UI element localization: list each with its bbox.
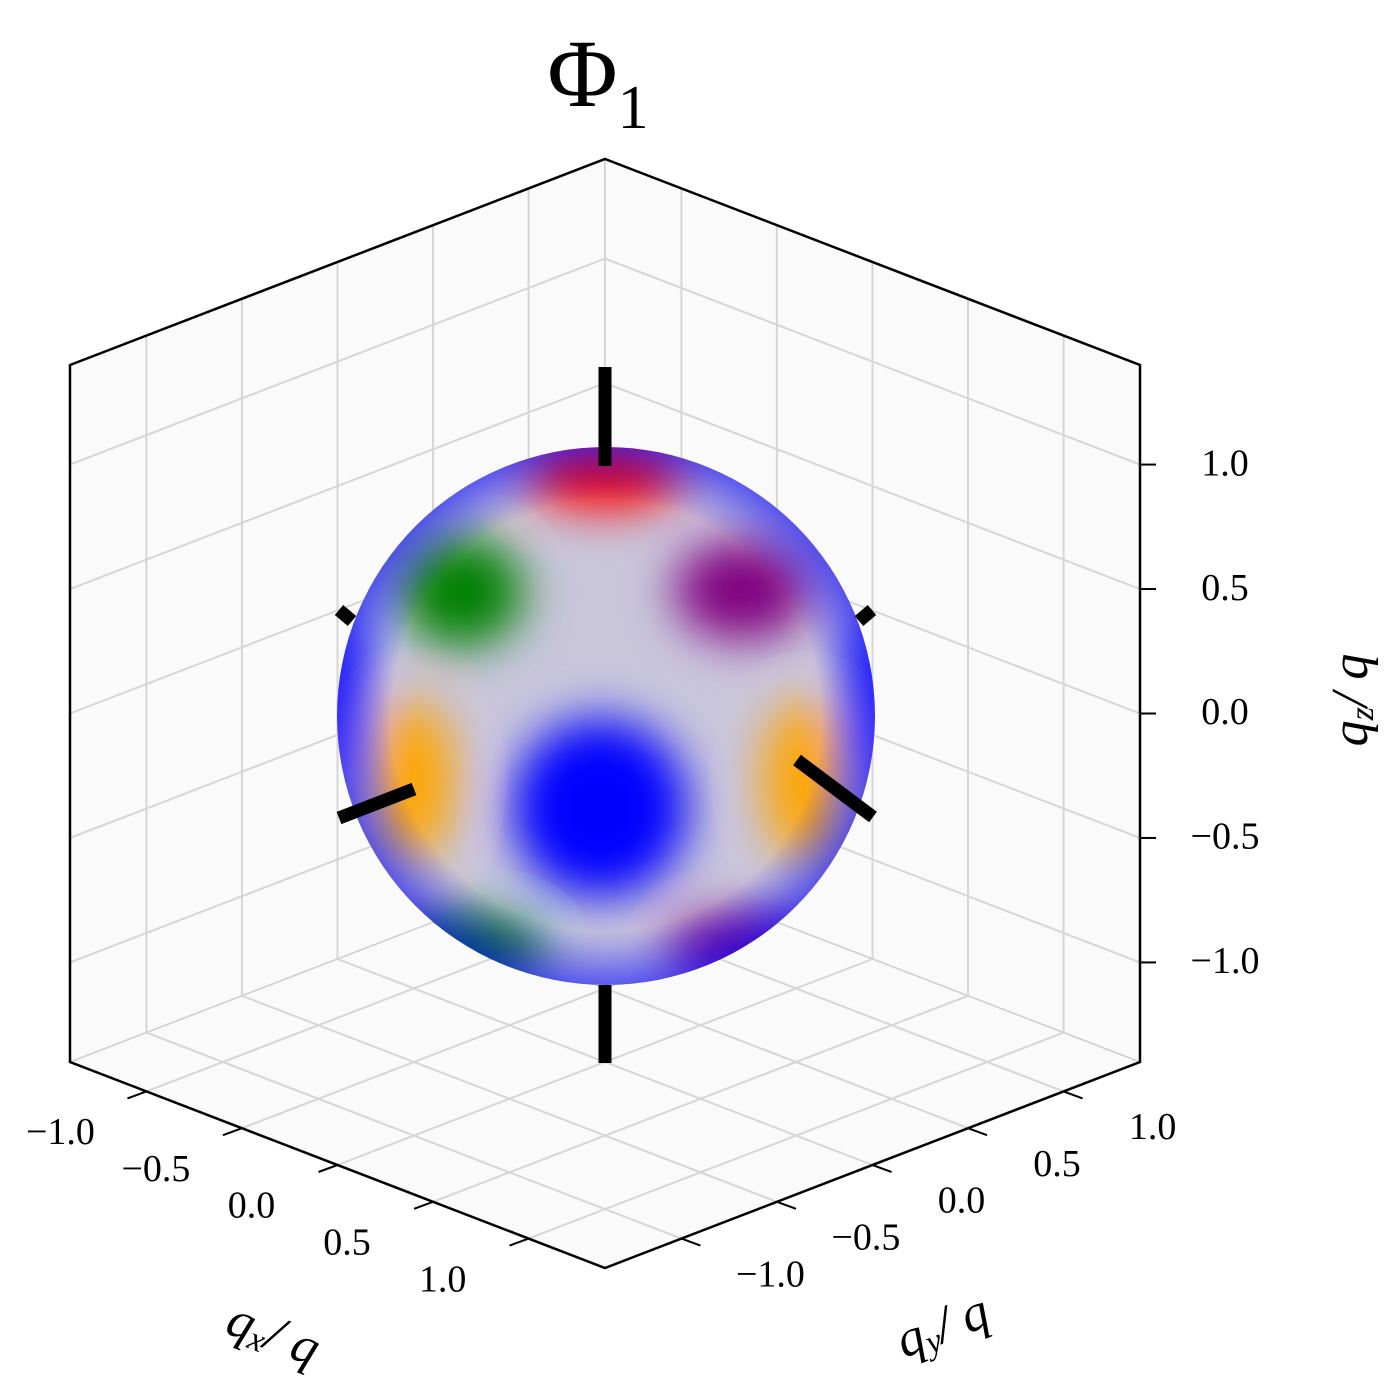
tick-mark — [967, 1127, 988, 1137]
tick-mark — [1063, 1090, 1083, 1100]
tick-mark — [872, 1164, 892, 1173]
grid-line — [604, 257, 1141, 466]
z-axis-label: qz/ q — [1322, 654, 1381, 747]
tick-mark — [776, 1200, 797, 1210]
y-tick-label: 1.0 — [1129, 1106, 1177, 1148]
tick-mark — [509, 1237, 529, 1247]
z-tick-label: 1.0 — [1201, 442, 1249, 484]
x-tick-label: 1.0 — [419, 1258, 467, 1300]
tick-mark — [318, 1164, 338, 1173]
y-tick-label: 0.5 — [1033, 1143, 1081, 1185]
z-tick-label: 0.0 — [1201, 691, 1249, 733]
title-sub: 1 — [618, 74, 649, 142]
y-tick-label: 0.0 — [938, 1180, 986, 1222]
tick-mark — [127, 1090, 147, 1100]
axes-frame — [68, 157, 1142, 1270]
ticks: −1.0 −0.5 0.0 0.5 1.0 −1.0 −0.5 0.0 0.5 1.0 −1.0 −0… — [26, 157, 1260, 1300]
z-tick-label: 0.5 — [1201, 567, 1249, 609]
y-tick-label: −0.5 — [831, 1217, 900, 1259]
grid-line — [69, 257, 606, 466]
y-axis-label: qy/ q — [888, 1282, 997, 1371]
x-tick-label: 0.0 — [228, 1185, 276, 1227]
tick-mark — [681, 1237, 701, 1247]
x-tick-label: 0.5 — [323, 1222, 371, 1264]
x-tick-label: −1.0 — [26, 1111, 95, 1153]
x-axis-label: qx/ q — [219, 1290, 328, 1379]
sphere — [337, 447, 875, 985]
z-label-sub: z — [1344, 707, 1381, 721]
grid-line — [604, 382, 1141, 590]
z-tick-label: −0.5 — [1191, 816, 1260, 858]
tick-mark — [222, 1127, 243, 1137]
grid-line — [146, 1031, 682, 1240]
grid-line — [241, 994, 778, 1203]
x-tick-label: −0.5 — [121, 1148, 190, 1190]
axis-sticks — [334, 367, 877, 1063]
z-label-part: / q — [1322, 654, 1379, 710]
z-tick-label: −1.0 — [1191, 940, 1260, 982]
chart-title: Φ1 — [547, 20, 648, 142]
y-tick-label: −1.0 — [736, 1253, 805, 1295]
grid-line — [69, 382, 606, 590]
title-main: Φ — [547, 20, 617, 127]
z-label-part: q — [1322, 720, 1379, 746]
x-label-part: / q — [255, 1304, 328, 1377]
tick-mark — [413, 1200, 434, 1210]
